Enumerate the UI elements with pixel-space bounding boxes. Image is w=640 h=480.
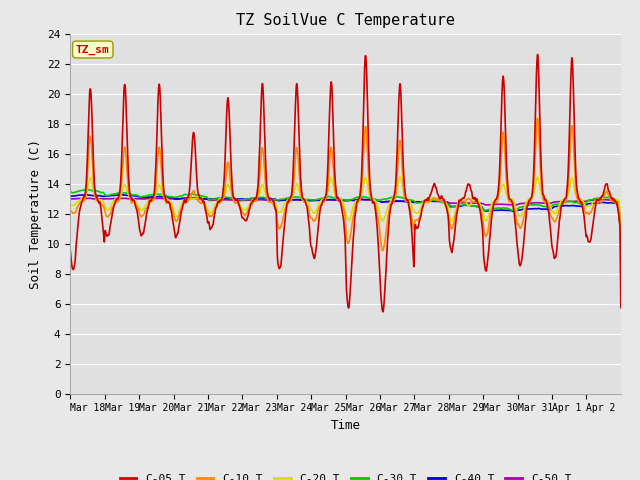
Text: TZ_sm: TZ_sm	[76, 44, 109, 55]
Legend: C-05_T, C-10_T, C-20_T, C-30_T, C-40_T, C-50_T: C-05_T, C-10_T, C-20_T, C-30_T, C-40_T, …	[115, 469, 576, 480]
X-axis label: Time: Time	[331, 419, 360, 432]
Y-axis label: Soil Temperature (C): Soil Temperature (C)	[29, 139, 42, 288]
Title: TZ SoilVue C Temperature: TZ SoilVue C Temperature	[236, 13, 455, 28]
